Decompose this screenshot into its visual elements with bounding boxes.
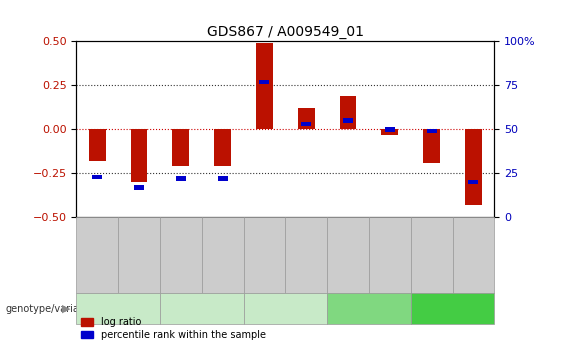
Bar (301, 122, 311, 126)
Title: GDS867 / A009549_01: GDS867 / A009549_01 (207, 25, 364, 39)
Text: ▶: ▶ (62, 304, 71, 314)
Text: GSM21031: GSM21031 (385, 233, 394, 278)
Text: GSM21021: GSM21021 (176, 233, 185, 278)
Text: GSM21017: GSM21017 (93, 233, 102, 278)
Bar (423, 129, 440, 163)
Bar (134, 185, 144, 190)
Bar (218, 176, 228, 181)
Bar (468, 180, 479, 184)
Text: GSM21029: GSM21029 (344, 233, 353, 278)
Bar (92, 175, 102, 179)
Bar (340, 96, 357, 129)
Text: GSM21019: GSM21019 (134, 233, 144, 278)
Bar (465, 129, 482, 205)
Bar (298, 108, 315, 129)
Text: GSM21027: GSM21027 (302, 233, 311, 278)
Text: pistillata: pistillata (346, 304, 392, 314)
Bar (214, 129, 231, 166)
Bar (256, 43, 273, 129)
Text: GSM21033: GSM21033 (427, 233, 436, 278)
Bar (427, 129, 437, 133)
Bar (259, 80, 270, 84)
Text: apetala1: apetala1 (95, 304, 141, 314)
Bar (89, 129, 106, 161)
Text: genotype/variation: genotype/variation (6, 304, 98, 314)
Bar (385, 127, 395, 131)
Bar (131, 129, 147, 182)
Bar (176, 176, 186, 181)
Bar (172, 129, 189, 166)
Bar (381, 129, 398, 135)
Bar (343, 118, 353, 123)
Text: apetala2: apetala2 (179, 304, 225, 314)
Text: GSM21035: GSM21035 (469, 233, 478, 278)
Text: GSM21023: GSM21023 (218, 233, 227, 278)
Text: GSM21025: GSM21025 (260, 233, 269, 278)
Legend: log ratio, percentile rank within the sample: log ratio, percentile rank within the sa… (81, 317, 266, 340)
Text: agamous: agamous (429, 304, 476, 314)
Text: apetala3: apetala3 (262, 304, 308, 314)
